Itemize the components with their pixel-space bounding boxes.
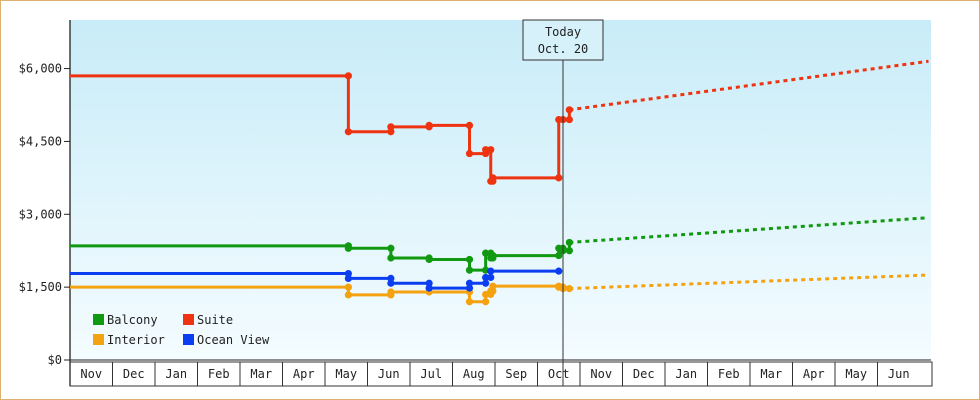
data-point <box>465 298 474 306</box>
y-tick-label: $4,500 <box>19 134 62 148</box>
data-point <box>482 146 490 154</box>
forecast-line-balcony <box>569 216 929 244</box>
month-label: May <box>845 367 867 381</box>
legend-swatch <box>183 334 194 345</box>
month-label: Apr <box>293 367 315 381</box>
month-label: Mar <box>760 367 782 381</box>
data-point <box>555 174 563 182</box>
data-point <box>465 149 474 158</box>
month-axis: Nov Dec Jan Feb Mar Apr May Jun Jul Aug Sep Oct Nov D… <box>69 361 933 387</box>
data-point <box>487 146 495 154</box>
data-point <box>565 247 573 255</box>
data-point <box>465 121 474 129</box>
data-point <box>344 72 352 80</box>
legend-label: Interior <box>107 333 165 347</box>
data-point <box>387 288 395 296</box>
data-point <box>489 282 497 290</box>
month-label: Jun <box>378 367 400 381</box>
data-point <box>425 284 433 292</box>
legend-label: Ocean View <box>197 333 270 347</box>
data-point <box>489 251 497 260</box>
data-point <box>482 273 490 282</box>
month-label: Apr <box>803 367 825 381</box>
today-date: Oct. 20 <box>538 42 589 56</box>
today-box <box>522 19 604 61</box>
legend-label: Balcony <box>107 313 158 327</box>
data-point <box>555 267 563 275</box>
legend-label: Suite <box>197 313 233 327</box>
month-label: Jan <box>675 367 697 381</box>
forecast-line-interior <box>569 273 929 291</box>
legend-swatch <box>93 334 104 345</box>
data-point <box>555 251 563 260</box>
data-point <box>344 283 352 291</box>
data-point <box>465 266 474 274</box>
y-axis: $0 $1,500 $3,000 $4,500 $6,000 <box>19 20 931 386</box>
month-label: Oct <box>548 367 570 381</box>
plot-area <box>70 20 931 360</box>
data-point <box>344 291 352 299</box>
month-label: Dec <box>123 367 145 381</box>
data-point <box>387 279 395 287</box>
data-point <box>344 274 352 282</box>
data-point <box>387 123 395 131</box>
data-point <box>465 255 474 264</box>
series-layer <box>70 59 929 306</box>
data-point <box>344 244 352 252</box>
month-label: Feb <box>718 367 740 381</box>
today-label: Today <box>545 25 581 39</box>
data-point <box>487 273 495 282</box>
month-label: Sep <box>505 367 527 381</box>
legend-swatch <box>93 314 104 325</box>
month-label: Jul <box>420 367 442 381</box>
data-point <box>489 174 497 182</box>
data-point <box>425 121 433 129</box>
data-point <box>482 298 490 306</box>
legend-swatch <box>183 314 194 325</box>
data-point <box>487 267 495 275</box>
data-point <box>565 115 573 124</box>
y-tick-label: $1,500 <box>19 280 62 294</box>
month-label: Dec <box>633 367 655 381</box>
data-point <box>465 279 474 287</box>
month-label: Jan <box>165 367 187 381</box>
data-point <box>344 128 352 136</box>
month-label: Aug <box>463 367 485 381</box>
data-point <box>482 290 490 299</box>
y-tick-label: $3,000 <box>19 207 62 221</box>
month-axis-box <box>69 361 933 387</box>
data-point <box>482 249 490 257</box>
legend: Balcony Suite Interior Ocean View <box>93 313 270 347</box>
month-label: Nov <box>590 367 612 381</box>
today-marker: Today Oct. 20 <box>522 19 604 386</box>
data-point <box>425 255 433 264</box>
data-point <box>387 244 395 252</box>
y-tick-label: $0 <box>48 353 62 367</box>
month-label: May <box>335 367 357 381</box>
y-tick-label: $6,000 <box>19 62 62 76</box>
month-label: Jun <box>888 367 910 381</box>
month-label: Feb <box>208 367 230 381</box>
data-point <box>387 254 395 262</box>
month-label: Mar <box>250 367 272 381</box>
data-point <box>482 279 490 287</box>
month-label: Nov <box>80 367 102 381</box>
